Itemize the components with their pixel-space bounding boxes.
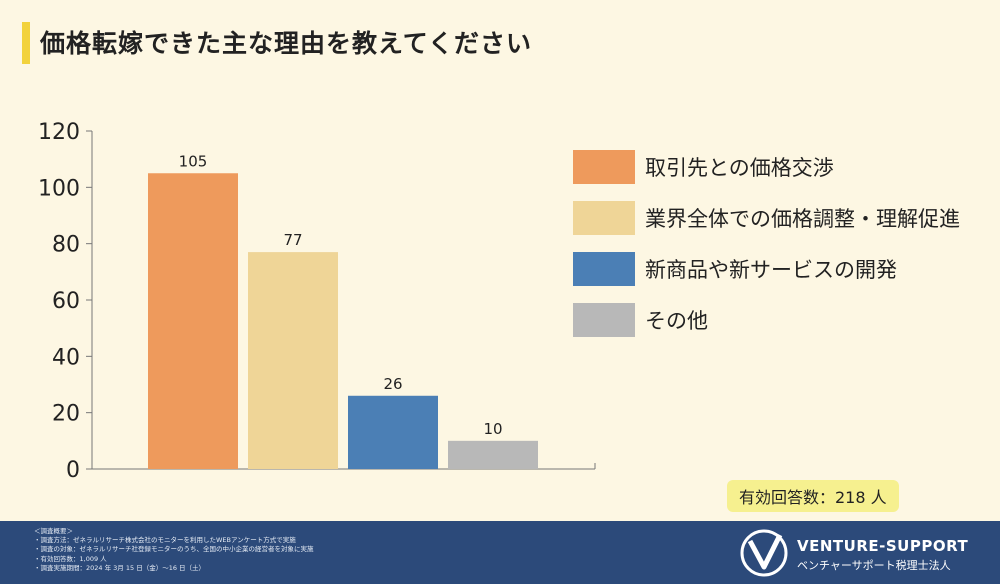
survey-note: ・調査実施期間：2024 年 3月 15 日（金）～16 日（土） xyxy=(34,563,206,572)
bar xyxy=(248,252,338,469)
bar xyxy=(448,440,538,469)
legend-item: 新商品や新サービスの開発 xyxy=(573,252,960,286)
y-tick-label: 0 xyxy=(66,458,80,483)
bar-value-label: 10 xyxy=(483,420,502,438)
brand-name: VENTURE-SUPPORT xyxy=(797,537,969,555)
y-tick-label: 40 xyxy=(52,345,80,370)
legend-item: その他 xyxy=(573,303,960,337)
survey-note: ・有効回答数：1,009 人 xyxy=(34,554,107,563)
legend-swatch xyxy=(573,201,635,235)
y-tick-label: 80 xyxy=(52,233,80,258)
y-tick-label: 60 xyxy=(52,289,80,314)
legend-label: 業界全体での価格調整・理解促進 xyxy=(645,207,960,231)
legend-swatch xyxy=(573,303,635,337)
bar xyxy=(348,395,438,469)
survey-note: ・調査方法：ゼネラルリサーチ株式会社のモニターを利用したWEBアンケート方式で実… xyxy=(34,536,296,545)
y-tick-label: 100 xyxy=(38,176,80,201)
bar-value-label: 26 xyxy=(383,375,402,393)
brand-subtitle: ベンチャーサポート税理士法人 xyxy=(797,559,951,572)
legend-item: 業界全体での価格調整・理解促進 xyxy=(573,201,960,235)
legend-label: 新商品や新サービスの開発 xyxy=(645,258,897,282)
chart-legend: 取引先との価格交渉業界全体での価格調整・理解促進 新商品や新サービスの開発 その他 xyxy=(573,150,960,354)
bar-value-label: 105 xyxy=(179,152,208,170)
legend-item: 取引先との価格交渉 xyxy=(573,150,960,184)
survey-note: ＜調査概要＞ xyxy=(34,527,73,535)
chart-title: 価格転嫁できた主な理由を教えてください xyxy=(40,29,533,58)
footer: ＜調査概要＞ ・調査方法：ゼネラルリサーチ株式会社のモニターを利用したWEBアン… xyxy=(0,521,1000,584)
bar xyxy=(148,173,238,469)
legend-label: 取引先との価格交渉 xyxy=(645,156,834,180)
y-tick-label: 20 xyxy=(52,402,80,427)
legend-swatch xyxy=(573,150,635,184)
venture-support-logo-icon xyxy=(740,529,788,577)
y-tick-label: 120 xyxy=(38,120,80,145)
survey-notes: ＜調査概要＞ ・調査方法：ゼネラルリサーチ株式会社のモニターを利用したWEBアン… xyxy=(34,527,314,573)
survey-note: ・調査の対象：ゼネラルリサーチ社登録モニターのうち、全国の中小企業の経営者を対象… xyxy=(34,545,314,554)
bar-value-label: 77 xyxy=(283,231,302,249)
title-accent-bar xyxy=(22,22,30,64)
bar-chart: 0 20 40 60 80 100 120 105 77 26 10 xyxy=(38,120,596,483)
legend-swatch xyxy=(573,252,635,286)
respondent-count-badge: 有効回答数：218 人 xyxy=(727,480,899,512)
legend-label: その他 xyxy=(645,309,708,333)
